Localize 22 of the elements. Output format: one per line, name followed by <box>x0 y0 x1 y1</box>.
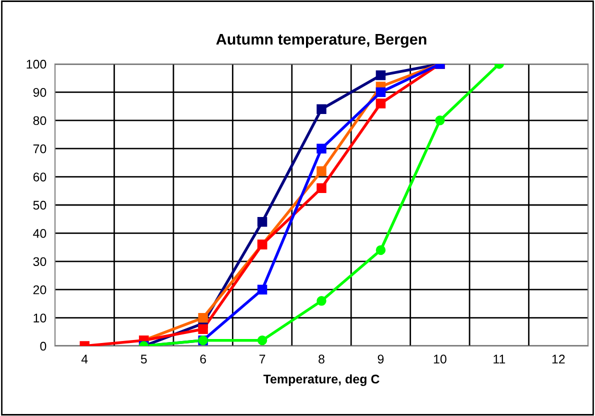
y-tick-label: 0 <box>40 342 46 351</box>
y-tick-label: 100 <box>26 60 46 69</box>
x-tick-label: 9 <box>378 354 384 364</box>
y-tick-label: 60 <box>33 172 46 182</box>
y-tick-label: 40 <box>33 229 46 238</box>
y-tick-label: 20 <box>33 285 46 294</box>
x-tick-label: 8 <box>318 354 324 364</box>
y-tick-label: 10 <box>34 314 46 322</box>
y-tick-label: 90 <box>33 88 46 97</box>
x-tick-label: 12 <box>552 354 565 364</box>
x-axis-title: Temperature, deg C <box>263 374 380 386</box>
y-tick-label: 70 <box>33 144 46 154</box>
x-tick-label: 5 <box>140 354 147 364</box>
x-tick-label: 4 <box>81 354 88 364</box>
x-tick-label: 10 <box>434 354 446 364</box>
x-tick-label: 7 <box>259 354 266 364</box>
y-tick-label: 50 <box>33 200 46 210</box>
chart-title: Autumn temperature, Bergen <box>216 34 426 48</box>
y-tick-label: 80 <box>33 116 46 126</box>
y-tick-label: 30 <box>33 257 46 266</box>
x-tick-label: 11 <box>494 354 506 364</box>
x-tick-label: 6 <box>200 354 206 364</box>
